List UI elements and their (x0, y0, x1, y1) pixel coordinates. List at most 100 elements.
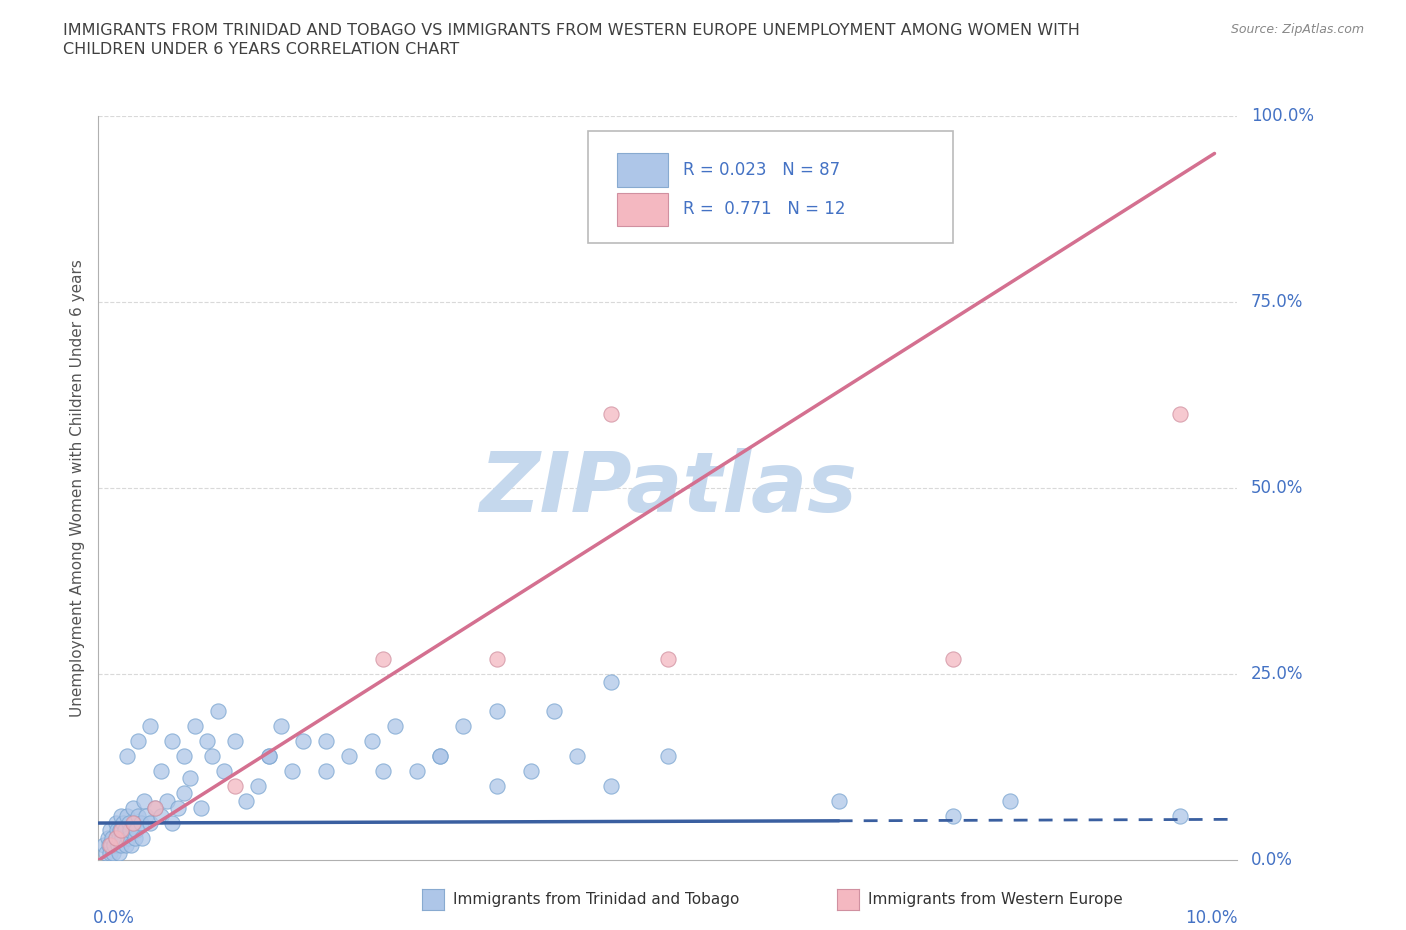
Point (406, 764, 429, 778)
Point (97, 838, 120, 853)
Point (173, 786, 195, 801)
Point (138, 816, 160, 830)
Point (259, 749, 281, 764)
Text: R = 0.023   N = 87: R = 0.023 N = 87 (683, 161, 839, 179)
Text: CHILDREN UNDER 6 YEARS CORRELATION CHART: CHILDREN UNDER 6 YEARS CORRELATION CHART (63, 42, 460, 57)
Point (600, 778, 623, 793)
Point (135, 808, 157, 823)
Text: 100.0%: 100.0% (1251, 107, 1315, 126)
Point (96, 845, 118, 860)
Point (108, 830, 131, 845)
Text: 50.0%: 50.0% (1251, 479, 1303, 498)
Point (114, 823, 136, 838)
Point (120, 838, 142, 853)
Text: R =  0.771   N = 12: R = 0.771 N = 12 (683, 200, 845, 219)
Point (195, 734, 218, 749)
Text: 10.0%: 10.0% (1185, 909, 1237, 926)
Point (207, 704, 229, 719)
Point (162, 816, 184, 830)
Point (121, 816, 143, 830)
Point (600, 674, 623, 689)
Point (173, 749, 195, 764)
Point (429, 749, 451, 764)
Point (942, 652, 965, 667)
Point (132, 793, 155, 808)
Point (122, 816, 145, 830)
Point (1170, 406, 1192, 421)
Point (451, 719, 474, 734)
Point (315, 764, 337, 778)
Point (246, 778, 269, 793)
Point (828, 793, 851, 808)
Point (104, 816, 127, 830)
Point (131, 830, 153, 845)
Point (118, 816, 141, 830)
Text: 25.0%: 25.0% (1251, 665, 1303, 684)
Point (105, 823, 128, 838)
Point (125, 823, 148, 838)
Point (115, 749, 138, 764)
Point (259, 749, 281, 764)
Point (145, 801, 167, 816)
Point (1170, 808, 1192, 823)
Point (224, 734, 246, 749)
Y-axis label: Unemployment Among Women with Children Under 6 years: Unemployment Among Women with Children U… (70, 259, 86, 717)
Point (315, 734, 337, 749)
Point (117, 830, 139, 845)
Text: Source: ZipAtlas.com: Source: ZipAtlas.com (1230, 23, 1364, 36)
Point (110, 808, 132, 823)
Point (138, 719, 160, 734)
Point (292, 734, 315, 749)
Point (224, 778, 246, 793)
Point (115, 808, 138, 823)
Point (108, 845, 131, 860)
Point (270, 719, 292, 734)
Text: 75.0%: 75.0% (1251, 293, 1303, 312)
Point (108, 823, 131, 838)
Point (104, 830, 127, 845)
Point (235, 793, 257, 808)
Point (190, 801, 212, 816)
Point (103, 845, 125, 860)
FancyBboxPatch shape (617, 193, 668, 226)
Point (337, 749, 360, 764)
Point (103, 838, 125, 853)
Point (543, 704, 565, 719)
Point (150, 808, 173, 823)
Point (93, 838, 115, 853)
Point (212, 764, 235, 778)
FancyBboxPatch shape (617, 153, 668, 187)
Point (110, 823, 132, 838)
Point (121, 801, 143, 816)
Point (942, 808, 965, 823)
Point (184, 719, 207, 734)
Point (565, 749, 588, 764)
Point (98, 838, 121, 853)
Point (429, 749, 451, 764)
Point (371, 652, 394, 667)
Point (150, 764, 173, 778)
Point (486, 652, 509, 667)
Point (657, 749, 679, 764)
Point (127, 734, 149, 749)
Point (384, 719, 406, 734)
Point (201, 749, 224, 764)
Point (98, 823, 121, 838)
Point (127, 808, 149, 823)
Point (114, 838, 136, 853)
Text: 0.0%: 0.0% (1251, 851, 1294, 870)
Point (281, 764, 304, 778)
Point (112, 816, 135, 830)
Point (129, 816, 152, 830)
Text: Immigrants from Trinidad and Tobago: Immigrants from Trinidad and Tobago (453, 892, 740, 907)
Point (600, 406, 623, 421)
FancyBboxPatch shape (588, 131, 953, 243)
Point (111, 830, 134, 845)
Text: 0.0%: 0.0% (93, 909, 135, 926)
Point (486, 704, 509, 719)
Point (156, 793, 179, 808)
Point (110, 838, 132, 853)
Point (101, 830, 124, 845)
Point (124, 830, 146, 845)
Point (179, 771, 201, 786)
